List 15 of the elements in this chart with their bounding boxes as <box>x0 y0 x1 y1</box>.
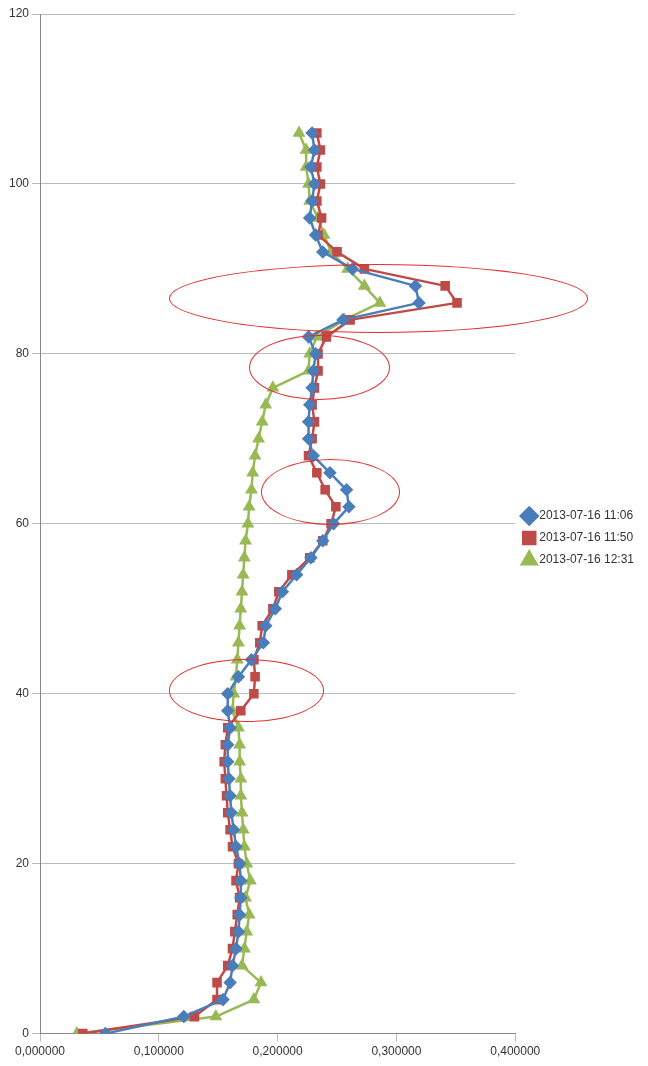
legend-label: 2013-07-16 11:50 <box>539 530 634 545</box>
y-tick-label: 40 <box>15 686 30 701</box>
x-tick-label: 0,000000 <box>14 1044 66 1059</box>
x-tick-label: 0,200000 <box>252 1044 303 1059</box>
legend-label: 2013-07-16 12:31 <box>539 552 635 567</box>
y-tick-label: 100 <box>8 176 30 191</box>
y-tick-label: 80 <box>15 346 30 361</box>
y-tick-label: 0 <box>22 1025 30 1040</box>
x-tick-label: 0,100000 <box>133 1044 185 1059</box>
y-tick-label: 120 <box>8 6 30 21</box>
y-tick-label: 20 <box>15 855 30 870</box>
x-tick-label: 0,300000 <box>371 1044 422 1059</box>
legend-label: 2013-07-16 11:06 <box>539 508 634 523</box>
y-tick-label: 60 <box>15 516 30 531</box>
x-tick-label: 0,400000 <box>490 1044 541 1059</box>
